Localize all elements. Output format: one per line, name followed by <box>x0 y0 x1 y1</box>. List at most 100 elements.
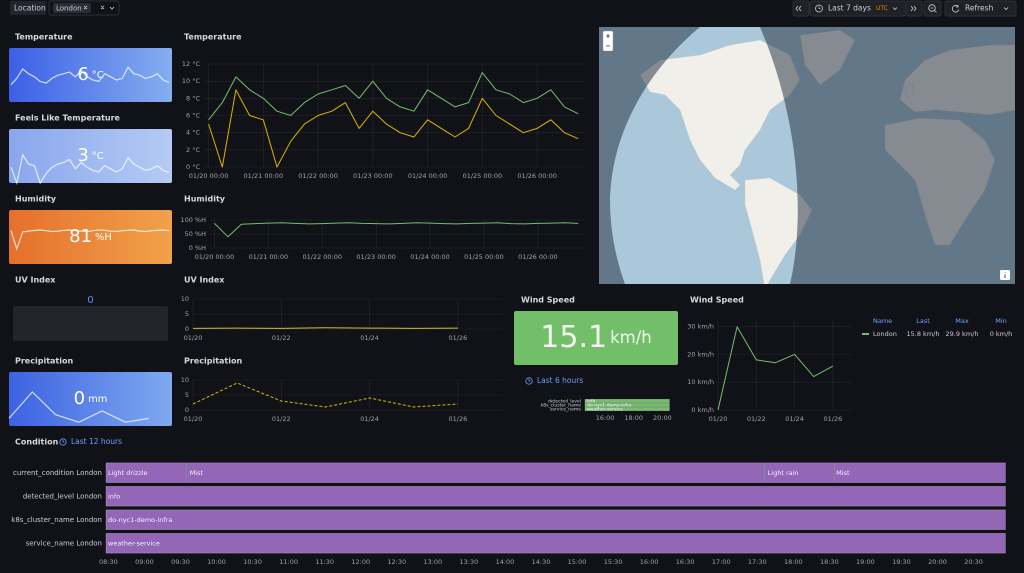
y-tick-label: 10 km/h <box>687 378 714 386</box>
series-line <box>214 222 579 238</box>
x-tick-label: 01/23 00:00 <box>356 253 396 261</box>
y-tick-label: 20 km/h <box>687 350 714 358</box>
x-tick-label: 01/22 <box>272 334 291 342</box>
y-tick-label: 8 °C <box>186 94 200 102</box>
x-tick-label: 20:30 <box>964 558 983 566</box>
x-tick-label: 08:30 <box>99 558 118 566</box>
chart-title: Temperature <box>184 33 242 42</box>
stat-title: UV Index <box>15 276 56 285</box>
clock-icon <box>59 438 67 446</box>
time-range: Last 6 hours <box>537 376 583 385</box>
clock-icon <box>815 4 823 13</box>
row-label: k8s_cluster_name <box>541 403 582 409</box>
x-tick-label: 13:00 <box>423 558 442 566</box>
stat-unit: mm <box>88 394 107 405</box>
x-tick-label: 16:30 <box>676 558 695 566</box>
x-tick-label: 19:00 <box>856 558 875 566</box>
stat-unit: %H <box>95 232 112 243</box>
stat-value: 0 mm <box>74 388 108 409</box>
chart-title: Humidity <box>184 195 226 204</box>
segment-label: Mist <box>836 469 850 477</box>
chevron <box>1003 7 1009 11</box>
shift-forward-button[interactable] <box>905 0 923 17</box>
sparkline <box>10 153 170 186</box>
select-icons <box>83 5 115 10</box>
stat-box <box>9 129 172 183</box>
x-tick-label: 14:00 <box>496 558 515 566</box>
stat-value: 15.1 km/h <box>540 320 651 355</box>
stat-box <box>9 48 172 102</box>
x-tick-label: 19:30 <box>892 558 911 566</box>
state-segment <box>584 407 670 411</box>
x-tick-label: 01/20 <box>184 415 203 423</box>
time-range: Last 12 hours <box>71 437 122 446</box>
shift-back-icon <box>795 5 802 12</box>
stat-title: Wind Speed <box>521 296 575 305</box>
x-tick-label: 13:30 <box>460 558 479 566</box>
zoom-controls[interactable] <box>602 30 614 52</box>
row-label: detected_level London <box>23 492 102 500</box>
legend-header: Name <box>873 317 892 325</box>
row-label: service_name London <box>26 539 102 547</box>
legend-value: 0 km/h <box>990 330 1013 338</box>
stat-number: 15.1 <box>540 320 607 355</box>
segment-label: Light drizzle <box>108 469 148 477</box>
y-tick-label: 50 %H <box>185 230 207 238</box>
sparkline <box>10 66 170 86</box>
stat-title: Temperature <box>15 33 73 42</box>
stat-number: 6 <box>77 64 88 85</box>
series-line <box>192 382 458 408</box>
variable-pill[interactable] <box>53 3 91 13</box>
x-tick-label: 10:00 <box>207 558 226 566</box>
state-segment <box>105 533 1006 554</box>
timezone: UTC <box>876 5 888 12</box>
stat-unit: °C <box>92 151 104 162</box>
stat-title: Humidity <box>15 195 57 204</box>
stat-title: Feels Like Temperature <box>15 114 121 123</box>
x-tick-label: 18:30 <box>820 558 839 566</box>
sparkline <box>10 229 170 251</box>
zoom-out-button[interactable] <box>923 0 942 17</box>
series-line <box>192 327 458 329</box>
sparkline <box>8 391 149 423</box>
zoom-icon <box>928 4 936 12</box>
chart-title: UV Index <box>184 276 225 285</box>
x-tick-label: 15:30 <box>604 558 623 566</box>
row-label: detected_level <box>548 399 581 405</box>
segment-label: info <box>108 492 120 500</box>
stat-number: 81 <box>69 226 92 247</box>
chart-title: Wind Speed <box>690 296 744 305</box>
x-tick-label: 14:30 <box>532 558 551 566</box>
north-america <box>639 39 801 191</box>
stat-box <box>13 306 168 341</box>
chart-title: Condition <box>15 438 59 447</box>
legend-value: 15.8 km/h <box>907 330 940 338</box>
chevron <box>892 7 898 11</box>
state-segment <box>105 509 1006 530</box>
y-tick-label: 12 °C <box>182 60 201 68</box>
variable-label: Location <box>14 4 46 13</box>
state-segment <box>765 462 834 483</box>
y-tick-label: 5 <box>185 391 189 399</box>
variable-label-box <box>10 1 46 15</box>
refresh-button[interactable] <box>944 0 1017 17</box>
state-segment <box>584 403 670 407</box>
x-tick-label: 20:00 <box>653 414 672 422</box>
state-segment <box>584 399 670 403</box>
clock-icon <box>525 377 533 385</box>
x-tick-label: 12:00 <box>351 558 370 566</box>
segment-label: Light rain <box>768 469 799 477</box>
x-tick-label: 12:30 <box>387 558 406 566</box>
row-label: service_name <box>550 407 581 413</box>
shift-back-button[interactable] <box>792 0 810 17</box>
stat-box <box>9 372 172 426</box>
stat-number: 0 <box>87 295 93 306</box>
y-tick-label: 4 °C <box>186 129 200 137</box>
x-tick-label: 15:00 <box>568 558 587 566</box>
x-tick-label: 11:00 <box>279 558 298 566</box>
x-tick-label: 01/22 00:00 <box>303 253 343 261</box>
map[interactable] <box>599 27 1015 290</box>
x-tick-label: 01/20 <box>709 415 728 423</box>
zoom-icon-lines <box>930 7 937 13</box>
